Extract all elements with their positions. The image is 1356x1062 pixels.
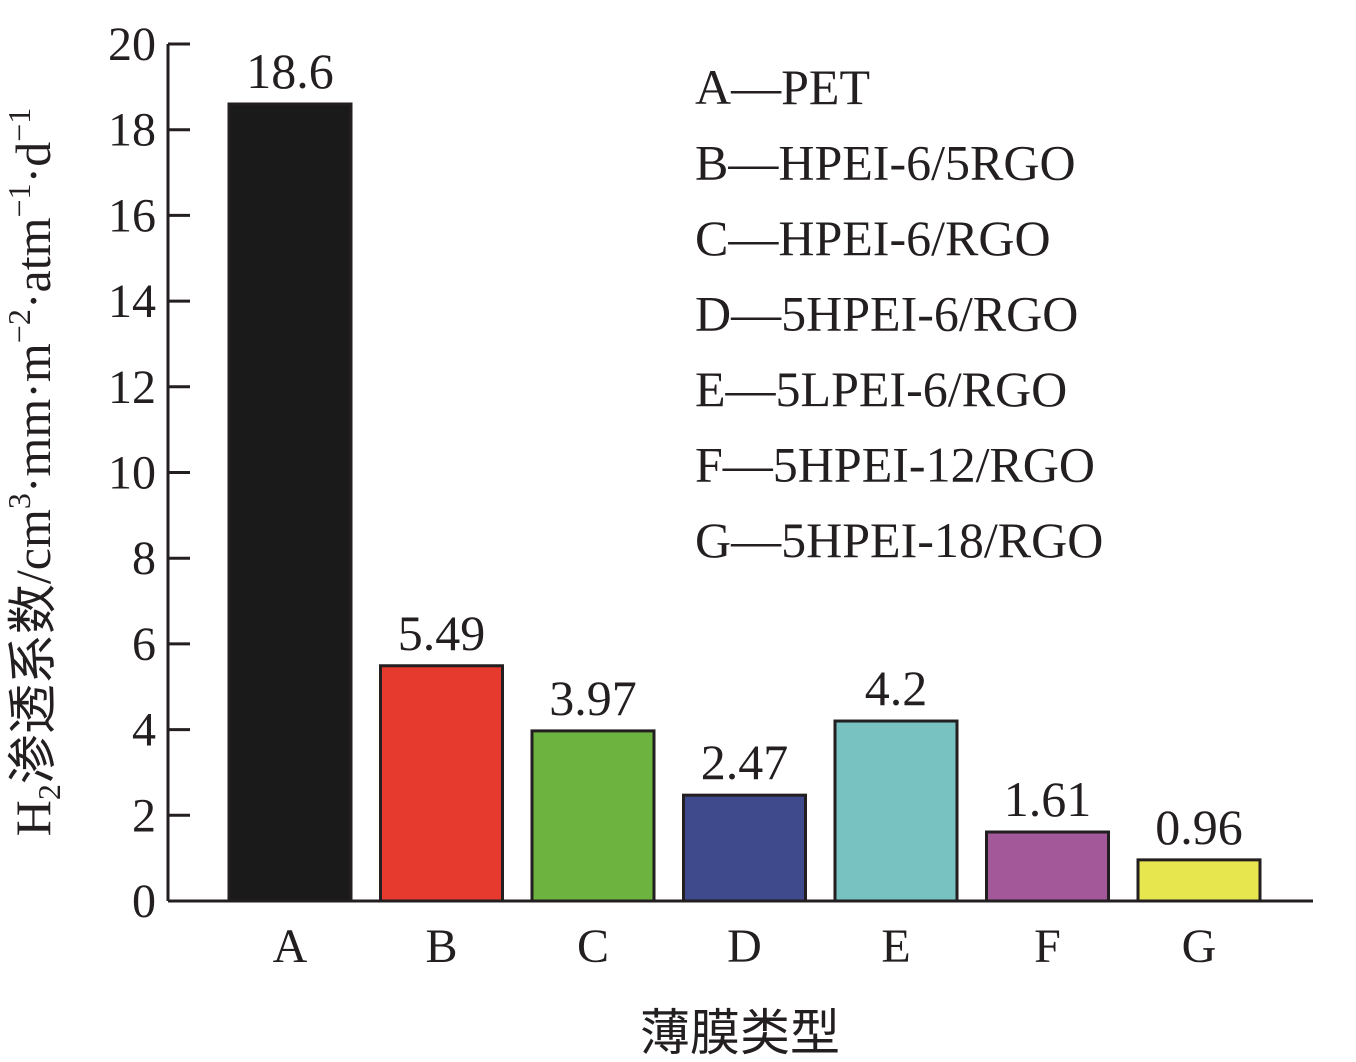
x-labels-group: A B C D E F G xyxy=(273,920,1217,973)
x-tick-label-F: F xyxy=(1034,920,1061,973)
x-axis-title: 薄膜类型 xyxy=(640,1005,840,1061)
y-tick-label: 10 xyxy=(108,447,156,500)
y-axis-title-main: H xyxy=(5,800,61,836)
x-tick-label-C: C xyxy=(577,920,609,973)
value-label-E: 4.2 xyxy=(865,660,928,716)
bar-E xyxy=(833,719,959,903)
y-tick-label: 4 xyxy=(132,704,156,757)
legend-entry: F—5HPEI-12/RGO xyxy=(695,437,1095,493)
legend: A—PET B—HPEI-6/5RGO C—HPEI-6/RGO D—5HPEI-6/… xyxy=(695,59,1103,568)
y-tick-label: 18 xyxy=(108,104,156,157)
bar-F xyxy=(985,830,1110,903)
bar-C xyxy=(530,729,656,903)
y-axis-title: H2渗透系数/cm3·mm·m−2·atm−1·d−1 xyxy=(1,108,67,837)
y-axis-title-rest: 渗透系数/cm xyxy=(5,509,61,784)
x-tick-label-A: A xyxy=(273,920,308,973)
y-axis-title-sup2: −2 xyxy=(1,309,37,343)
bars-group xyxy=(227,102,1262,903)
value-label-B: 5.49 xyxy=(398,605,486,661)
legend-entry: B—HPEI-6/5RGO xyxy=(695,135,1076,191)
x-tick-label-G: G xyxy=(1182,920,1217,973)
y-tick-label: 8 xyxy=(132,532,156,585)
bar-B xyxy=(379,664,504,903)
legend-entry: G—5HPEI-18/RGO xyxy=(695,512,1103,568)
y-axis-title-sup4: −1 xyxy=(1,108,37,142)
y-axis-title-sub: 2 xyxy=(31,784,67,800)
y-tick-label: 16 xyxy=(108,189,156,242)
bar-D xyxy=(682,793,807,903)
y-axis-title-sup1: 3 xyxy=(1,493,37,509)
y-axis-title-sup3: −1 xyxy=(1,183,37,217)
legend-entry: E—5LPEI-6/RGO xyxy=(695,361,1067,417)
value-label-C: 3.97 xyxy=(549,670,637,726)
bar-A xyxy=(227,102,353,903)
y-tick-label: 12 xyxy=(108,361,156,414)
legend-entry: D—5HPEI-6/RGO xyxy=(695,286,1078,342)
y-tick-label: 2 xyxy=(132,789,156,842)
y-tick-label: 14 xyxy=(108,275,156,328)
value-label-G: 0.96 xyxy=(1155,799,1243,855)
value-label-A: 18.6 xyxy=(246,43,334,99)
value-labels-group: 18.6 5.49 3.97 2.47 4.2 1.61 0.96 xyxy=(246,43,1243,855)
y-tick-label: 6 xyxy=(132,618,156,671)
y-axis-title-mid3: ·d xyxy=(5,142,61,184)
x-tick-label-E: E xyxy=(881,920,910,973)
y-ticks-group: 0 2 4 6 8 10 12 14 16 18 20 xyxy=(108,18,190,928)
legend-entry: C—HPEI-6/RGO xyxy=(695,210,1051,266)
y-tick-label: 20 xyxy=(108,18,156,71)
bar-G xyxy=(1136,858,1262,903)
x-tick-label-B: B xyxy=(425,920,457,973)
legend-entry: A—PET xyxy=(695,59,870,115)
value-label-D: 2.47 xyxy=(701,734,789,790)
y-tick-label: 0 xyxy=(132,875,156,928)
x-tick-label-D: D xyxy=(727,920,762,973)
value-label-F: 1.61 xyxy=(1004,771,1092,827)
y-axis-title-mid2: ·atm xyxy=(5,217,61,309)
y-axis-title-mid1: ·mm·m xyxy=(5,343,61,493)
